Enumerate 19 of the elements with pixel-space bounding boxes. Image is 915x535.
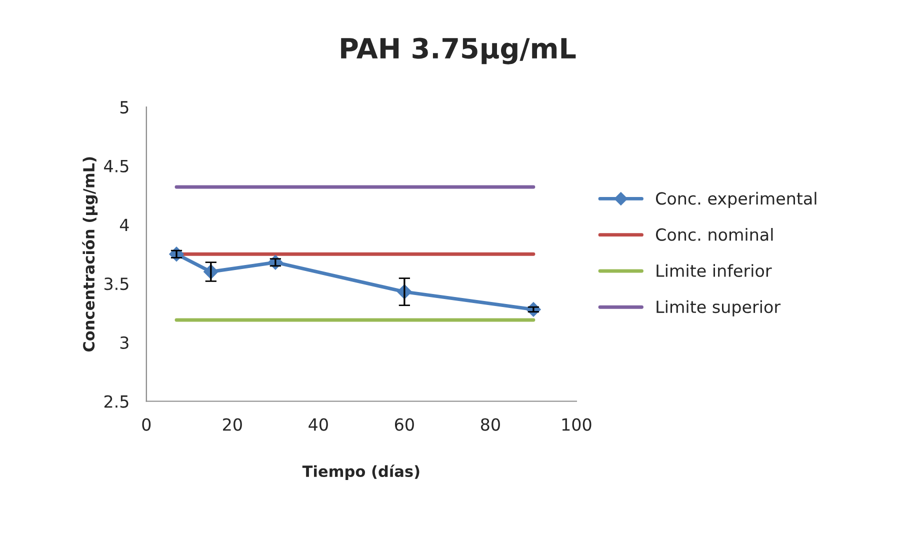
chart-title: PAH 3.75µg/mL [341,38,576,64]
y-tick-label: 3 [120,336,128,349]
x-axis-title: Tiempo (días) [302,464,420,480]
x-tick-label: 40 [308,418,328,431]
y-axis-title: Concentración (µg/mL) [82,157,98,352]
x-tick-label: 80 [480,418,500,431]
y-tick-label: 2.5 [104,395,128,408]
x-tick-label: 0 [142,418,151,431]
legend-label: Limite superior [656,300,781,316]
legend-label: Conc. nominal [656,228,773,241]
legend-label: Conc. experimental [656,192,816,208]
y-tick-label: 4 [120,218,129,232]
x-tick-label: 20 [223,418,242,431]
y-tick-label: 3.5 [104,278,128,290]
y-tick-label: 5 [120,101,128,114]
x-tick-label: 100 [562,418,592,431]
y-tick-label: 4.5 [104,160,128,172]
legend-label: Limite inferior [656,264,772,278]
x-tick-label: 60 [394,418,414,431]
